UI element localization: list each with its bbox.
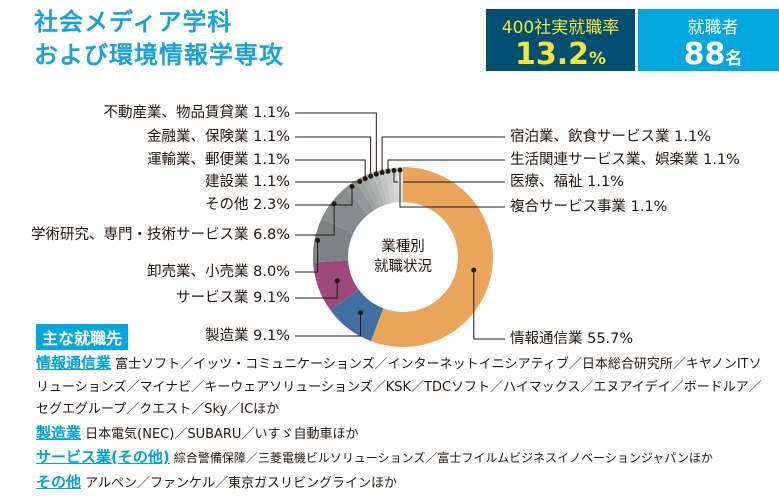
leader-line-1 xyxy=(295,312,362,337)
leader-line-3 xyxy=(295,240,319,273)
slice-label-12: 医療、福祉 1.1% xyxy=(510,174,624,190)
page-title: 社会メディア学科 および環境情報学専攻 xyxy=(34,8,284,69)
leader-line-5 xyxy=(295,186,353,206)
leader-line-9 xyxy=(295,112,377,175)
leader-line-12 xyxy=(393,170,505,183)
leader-line-2 xyxy=(295,280,338,299)
leader-dot-6 xyxy=(357,178,363,184)
employer-row: 製造業 日本電気(NEC)／SUBARU／いすゞ自動車ほか xyxy=(36,423,359,442)
center-label: 業種別 就職状況 xyxy=(374,239,432,275)
slice-3 xyxy=(313,218,354,263)
slice-1 xyxy=(330,289,384,342)
slice-8 xyxy=(366,172,385,207)
leader-line-8 xyxy=(295,136,372,177)
leader-dot-0 xyxy=(471,267,477,273)
slice-7 xyxy=(361,174,381,209)
slice-9 xyxy=(372,170,388,206)
leader-dot-5 xyxy=(349,184,355,190)
leader-line-4 xyxy=(295,203,335,236)
leader-dot-7 xyxy=(362,176,368,182)
slice-12 xyxy=(390,167,400,203)
slice-4 xyxy=(321,188,368,234)
employer-row: サービス業(その他) 綜合警備保障／三菱電機ビルソリューションズ／富士フイルムビ… xyxy=(36,448,713,466)
leader-line-0 xyxy=(473,270,505,340)
leader-line-6 xyxy=(295,181,361,183)
leader-dot-9 xyxy=(373,171,379,177)
slice-label-6: 建設業 1.1% xyxy=(205,174,290,190)
slice-label-0: 情報通信業 55.7% xyxy=(510,331,634,347)
slice-label-1: 製造業 9.1% xyxy=(205,328,290,344)
slice-0 xyxy=(370,167,493,347)
slice-label-10: 宿泊業、飲食サービス業 1.1% xyxy=(510,129,711,145)
leader-dot-10 xyxy=(379,170,385,176)
leader-dot-2 xyxy=(334,278,340,284)
leader-line-13 xyxy=(399,170,505,208)
slice-label-8: 金融業、保険業 1.1% xyxy=(147,129,290,145)
slice-label-2: サービス業 9.1% xyxy=(176,290,290,306)
slice-label-5: その他 2.3% xyxy=(205,197,290,213)
leader-dot-4 xyxy=(331,201,337,207)
leader-line-10 xyxy=(381,136,505,173)
leader-dot-12 xyxy=(391,167,397,173)
employment-rate-box: 400社実就職率 13.2% xyxy=(486,9,635,72)
leader-dot-11 xyxy=(385,168,391,174)
slice-label-13: 複合サービス事業 1.1% xyxy=(510,199,668,215)
slice-label-7: 運輸業、郵便業 1.1% xyxy=(147,152,290,168)
leader-dot-8 xyxy=(368,173,374,179)
slice-label-9: 不動産業、物品賃貸業 1.1% xyxy=(103,105,290,121)
slice-6 xyxy=(355,177,378,211)
section-title: 主な就職先 xyxy=(36,324,129,350)
leader-line-11 xyxy=(387,159,505,172)
slice-10 xyxy=(378,168,392,205)
leader-dot-3 xyxy=(315,237,321,243)
employer-row: その他 アルペン／ファンケル／東京ガスリビングラインほか xyxy=(36,472,398,491)
leader-dot-13 xyxy=(397,167,403,173)
employer-row: 情報通信業 富士ソフト／イッツ・コミュニケーションズ／インターネットイニシアティ… xyxy=(36,354,762,417)
employed-count-box: 就職者 88名 xyxy=(638,9,779,72)
employer-list: 情報通信業 富士ソフト／イッツ・コミュニケーションズ／インターネットイニシアティ… xyxy=(36,352,771,495)
slice-label-3: 卸売業、小売業 8.0% xyxy=(147,264,290,280)
slice-label-4: 学術研究、専門・技術サービス業 6.8% xyxy=(31,227,290,243)
leader-line-7 xyxy=(295,159,366,179)
leader-dot-1 xyxy=(358,310,364,316)
slice-11 xyxy=(384,167,396,204)
slice-label-11: 生活関連サービス業、娯楽業 1.1% xyxy=(510,152,740,168)
